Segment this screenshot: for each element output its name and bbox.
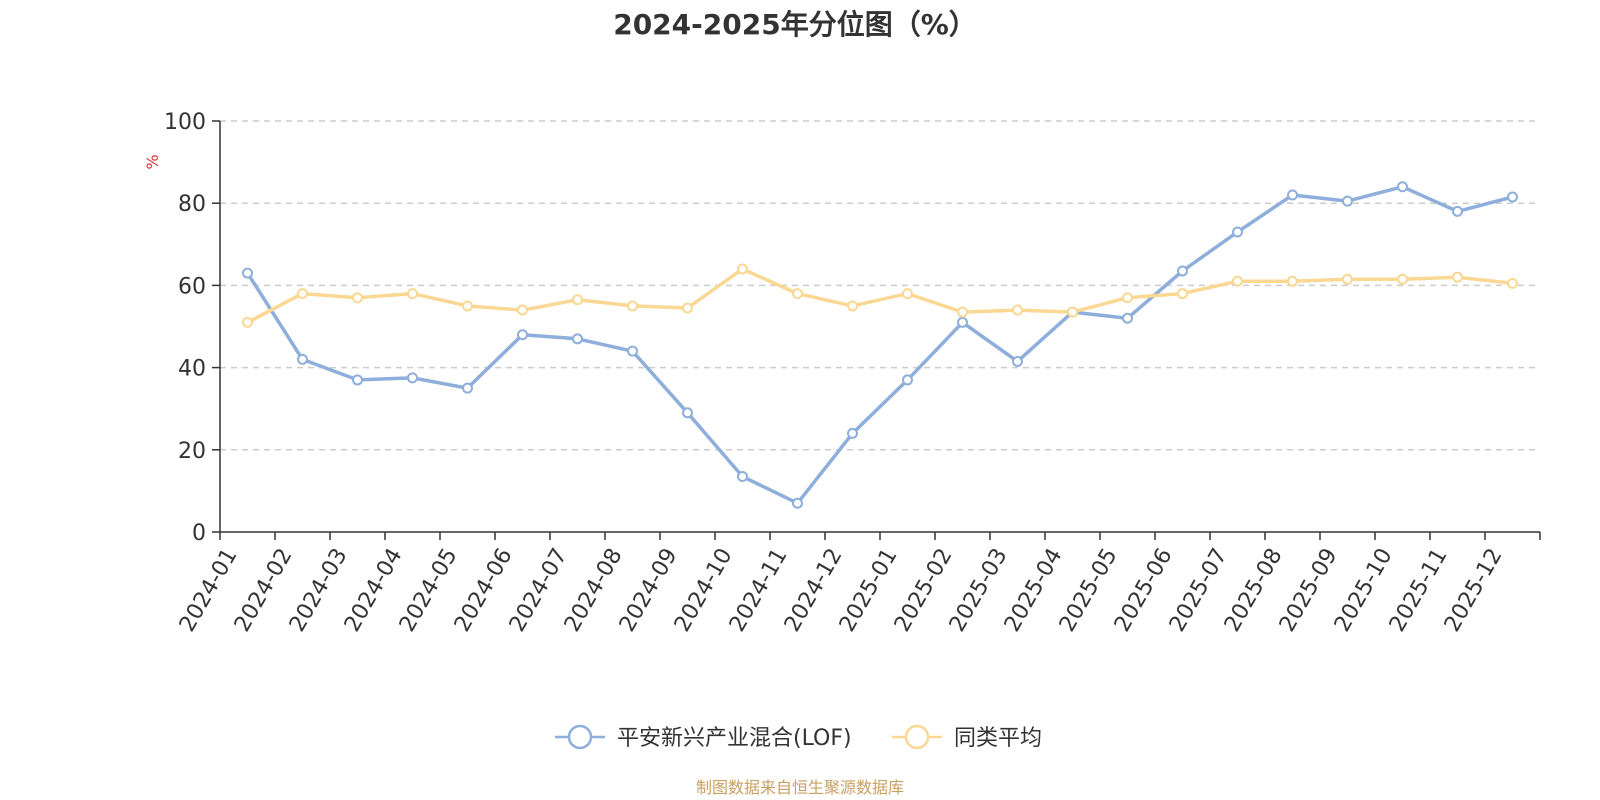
grid-lines: [220, 120, 1540, 451]
y-axis-ticks: 0 20 40 60 80 100: [164, 110, 206, 546]
series-1-point[interactable]: [847, 427, 858, 439]
series-1-point[interactable]: [1397, 181, 1408, 193]
series-2-point[interactable]: [682, 302, 693, 314]
series-2-point[interactable]: [902, 288, 913, 300]
legend-marker-icon: [567, 724, 593, 750]
series-1-point[interactable]: [902, 374, 913, 386]
y-tick-label: 0: [192, 521, 206, 546]
series-2-point[interactable]: [352, 292, 363, 304]
legend-item-1[interactable]: 平安新兴产业混合(LOF): [555, 724, 852, 751]
series-1-point[interactable]: [407, 372, 418, 384]
series-1-point[interactable]: [1012, 355, 1023, 367]
legend-label: 平安新兴产业混合(LOF): [617, 726, 852, 751]
series-2-point[interactable]: [1067, 306, 1078, 318]
series-2-point[interactable]: [847, 300, 858, 312]
series-2-point[interactable]: [1507, 277, 1518, 289]
legend-label: 同类平均: [954, 726, 1042, 751]
series-1-point[interactable]: [242, 267, 253, 279]
chart-title: 2024-2025年分位图（%）: [613, 8, 977, 41]
series-2-point[interactable]: [737, 263, 748, 275]
series-1-point[interactable]: [1507, 191, 1518, 203]
x-axis-ticks: 2024-012024-022024-032024-042024-052024-…: [175, 544, 1508, 636]
series-1-point[interactable]: [682, 407, 693, 419]
series-1-point[interactable]: [1177, 265, 1188, 277]
series-1-point[interactable]: [462, 382, 473, 394]
y-tick-label: 80: [178, 192, 206, 217]
series-2-point[interactable]: [242, 316, 253, 328]
series-1-point[interactable]: [627, 345, 638, 357]
series-1-point[interactable]: [737, 471, 748, 483]
data-source-note: 制图数据来自恒生聚源数据库: [696, 778, 904, 797]
series-2-point[interactable]: [1122, 292, 1133, 304]
axes: [212, 120, 1541, 540]
series-1-point[interactable]: [1342, 195, 1353, 207]
series-line-2: [245, 267, 1515, 325]
series-1-point[interactable]: [1287, 189, 1298, 201]
series-line-1: [245, 185, 1515, 505]
y-tick-label: 100: [164, 110, 206, 135]
y-axis-unit-label: %: [143, 154, 162, 169]
legend[interactable]: 平安新兴产业混合(LOF) 同类平均: [555, 724, 1042, 751]
legend-marker-icon: [904, 724, 930, 750]
series-1-point[interactable]: [517, 329, 528, 341]
series-2-point[interactable]: [792, 288, 803, 300]
series-1-point[interactable]: [957, 316, 968, 328]
series-1-point[interactable]: [572, 333, 583, 345]
series-lines: [242, 181, 1518, 509]
series-2-point[interactable]: [1397, 273, 1408, 285]
series-1-point[interactable]: [297, 353, 308, 365]
series-2-point[interactable]: [517, 304, 528, 316]
legend-item-2[interactable]: 同类平均: [892, 724, 1042, 751]
y-tick-label: 20: [178, 439, 206, 464]
series-2-point[interactable]: [1177, 288, 1188, 300]
y-tick-label: 40: [178, 357, 206, 382]
series-2-point[interactable]: [572, 294, 583, 306]
series-2-point[interactable]: [462, 300, 473, 312]
series-2-point[interactable]: [957, 306, 968, 318]
series-2-point[interactable]: [407, 288, 418, 300]
series-1-point[interactable]: [1232, 226, 1243, 238]
y-tick-label: 60: [178, 274, 206, 299]
series-1-point[interactable]: [352, 374, 363, 386]
series-2-point[interactable]: [1232, 275, 1243, 287]
series-2-point[interactable]: [1452, 271, 1463, 283]
series-1-point[interactable]: [792, 497, 803, 509]
series-2-point[interactable]: [1012, 304, 1023, 316]
series-1-point[interactable]: [1122, 312, 1133, 324]
series-2-point[interactable]: [1342, 273, 1353, 285]
series-2-point[interactable]: [1287, 275, 1298, 287]
series-2-point[interactable]: [297, 288, 308, 300]
series-2-point[interactable]: [627, 300, 638, 312]
series-1-point[interactable]: [1452, 205, 1463, 217]
